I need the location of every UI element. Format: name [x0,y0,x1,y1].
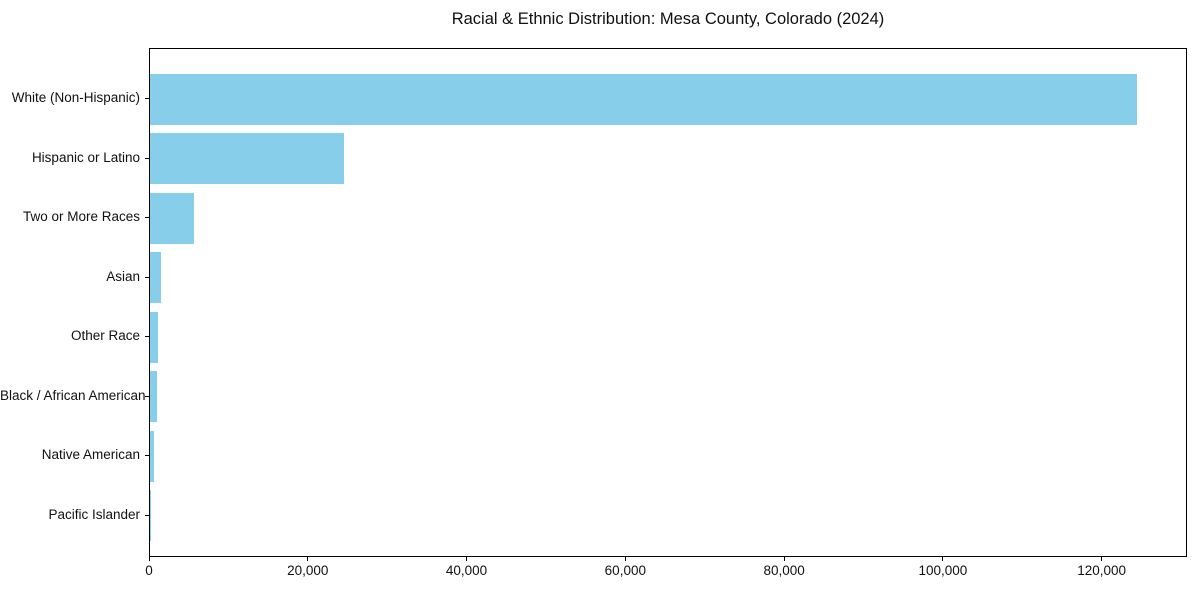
x-tick-label-80-000: 80,000 [763,563,805,578]
x-tick-mark [624,557,626,561]
x-tick-mark [1101,557,1103,561]
x-tick-mark [466,557,468,561]
y-tick-mark [145,276,149,278]
x-tick-mark [783,557,785,561]
y-tick-label-other-race: Other Race [70,328,140,343]
y-tick-label-native-american: Native American [41,447,140,462]
y-tick-mark [145,395,149,397]
plot-area [149,48,1187,557]
y-tick-mark [145,455,149,456]
bar-two-or-more-races [150,192,195,244]
x-tick-label-100-000: 100,000 [918,563,968,578]
x-tick-label-40-000: 40,000 [445,563,488,578]
bar-white-non-hispanic [150,73,1137,125]
y-tick-mark [145,98,149,99]
y-tick-label-black-african-american: Black / African American [0,387,146,403]
y-tick-mark [145,336,149,337]
y-tick-label-hispanic-or-latino: Hispanic or Latino [31,149,140,165]
bar-pacific-islander [150,490,151,541]
x-tick-mark [942,557,944,561]
x-tick-mark [307,557,309,561]
y-tick-label-asian: Asian [106,268,140,284]
x-tick-mark [148,557,150,561]
y-tick-mark [145,217,149,218]
bar-native-american [150,430,155,482]
bar-black-african-american [150,371,158,422]
y-tick-label-white-non-hispanic: White (Non-Hispanic) [11,90,140,105]
x-tick-label-20-000: 20,000 [287,563,329,578]
x-tick-label-0: 0 [145,563,153,578]
y-tick-mark [145,514,149,516]
y-tick-mark [145,157,149,159]
x-tick-label-60-000: 60,000 [604,563,646,578]
chart-title: Racial & Ethnic Distribution: Mesa Count… [451,10,885,28]
x-tick-label-120-000: 120,000 [1077,563,1127,578]
bar-hispanic-or-latino [150,133,344,184]
y-tick-label-two-or-more-races: Two or More Races [22,209,140,224]
y-tick-label-pacific-islander: Pacific Islander [48,506,140,522]
bar-other-race [150,311,159,363]
bar-asian [150,252,162,303]
